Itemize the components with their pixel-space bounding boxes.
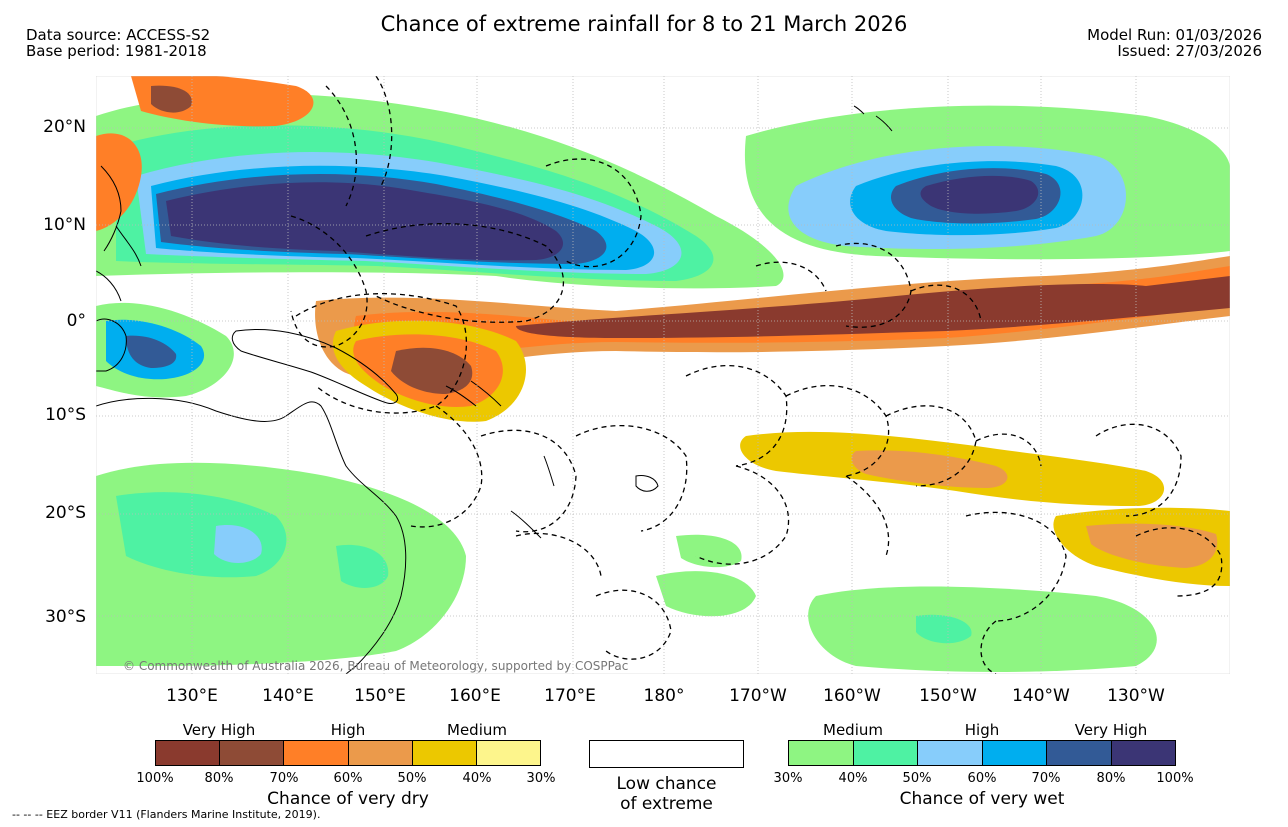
model-run-text: Model Run: 01/03/2026 — [1087, 26, 1262, 44]
dry-tick: 100% — [136, 771, 174, 786]
lon-label-150e: 150°E — [354, 686, 406, 706]
lon-label-140w: 140°W — [1012, 686, 1070, 706]
lon-label-170w: 170°W — [729, 686, 787, 706]
dry-tick: 80% — [204, 771, 234, 786]
lat-label-0: 0° — [66, 311, 86, 331]
dry-tick: 70% — [269, 771, 299, 786]
south-scattered-wet — [656, 534, 1157, 672]
north-pacific-wet-band — [96, 93, 784, 289]
low-chance-swatch — [589, 740, 744, 768]
lon-label-140e: 140°E — [262, 686, 314, 706]
northeast-pacific-wet — [744, 105, 1230, 260]
dry-tier-medium: Medium — [447, 721, 507, 739]
wet-tier-very-high: Very High — [1074, 721, 1148, 739]
graticule — [96, 76, 1230, 674]
lon-label-130w: 130°W — [1107, 686, 1165, 706]
eez-footnote: -- -- -- EEZ border V11 (Flanders Marine… — [12, 808, 321, 821]
wet-tick: 50% — [902, 771, 932, 786]
wet-tick: 70% — [1031, 771, 1061, 786]
lon-label-150w: 150°W — [919, 686, 977, 706]
lat-label-30s: 30°S — [45, 607, 86, 627]
wet-tick: 60% — [967, 771, 997, 786]
new-caledonia-outline — [510, 510, 542, 539]
dry-swatch-3 — [284, 741, 349, 765]
wet-colorbar — [788, 740, 1176, 766]
wet-swatch-4 — [982, 741, 1047, 765]
maritime-continent-wet — [96, 76, 314, 398]
copyright-text: © Commonwealth of Australia 2026, Bureau… — [123, 659, 629, 673]
dry-tier-very-high: Very High — [182, 721, 256, 739]
base-period-text: Base period: 1981-2018 — [26, 42, 207, 60]
dry-swatch-5 — [412, 741, 477, 765]
lat-label-20n: 20°N — [43, 117, 86, 137]
rainfall-map — [96, 76, 1230, 674]
new-guinea-dry — [332, 320, 526, 422]
lon-label-130e: 130°E — [166, 686, 218, 706]
dry-caption: Chance of very dry — [267, 789, 429, 809]
wet-swatch-6 — [1111, 741, 1175, 765]
wet-swatch-3 — [918, 741, 983, 765]
hawaii-outline — [853, 105, 893, 132]
data-source-text: Data source: ACCESS-S2 — [26, 26, 211, 44]
lat-label-20s: 20°S — [45, 503, 86, 523]
fiji-outline — [635, 475, 659, 492]
wet-swatch-5 — [1047, 741, 1112, 765]
south-pacific-dry — [740, 431, 1230, 586]
dry-swatch-2 — [220, 741, 285, 765]
run-info: Model Run: 01/03/2026 Issued: 27/03/2026 — [1087, 27, 1262, 59]
philippines-outline — [96, 165, 142, 302]
wet-tick: 80% — [1096, 771, 1126, 786]
dry-swatch-4 — [348, 741, 413, 765]
australia-outline — [96, 397, 407, 674]
lon-label-170e: 170°E — [544, 686, 596, 706]
dry-tick: 40% — [462, 771, 492, 786]
wet-swatch-2 — [853, 741, 918, 765]
wet-tick: 40% — [838, 771, 868, 786]
dry-tick: 50% — [397, 771, 427, 786]
australia-wet — [96, 462, 466, 666]
new-guinea-outline — [231, 329, 399, 404]
dry-tick: 60% — [333, 771, 363, 786]
land-outlines — [96, 105, 893, 674]
lon-label-160e: 160°E — [449, 686, 501, 706]
wet-tier-high: High — [964, 721, 1000, 739]
borneo-outline — [96, 318, 127, 372]
dry-swatch-1 — [156, 741, 221, 765]
low-chance-line1: Low chance — [616, 774, 717, 794]
lon-label-180: 180° — [643, 686, 685, 706]
dry-swatch-6 — [476, 741, 541, 765]
lat-label-10s: 10°S — [45, 405, 86, 425]
dry-colorbar — [155, 740, 541, 766]
wet-caption: Chance of very wet — [899, 789, 1065, 809]
wet-swatch-1 — [789, 741, 854, 765]
source-info: Data source: ACCESS-S2 Base period: 1981… — [26, 27, 210, 59]
low-chance-label: Low chance of extreme — [589, 774, 744, 814]
eez-borders — [290, 76, 1223, 674]
wet-tier-medium: Medium — [823, 721, 883, 739]
wet-tick: 30% — [773, 771, 803, 786]
dry-tick: 30% — [526, 771, 556, 786]
lon-label-160w: 160°W — [823, 686, 881, 706]
solomon-islands-outline — [445, 380, 502, 407]
lat-label-10n: 10°N — [43, 215, 86, 235]
issued-text: Issued: 27/03/2026 — [1117, 42, 1262, 60]
low-chance-line2: of extreme — [620, 794, 713, 814]
vanuatu-outline — [543, 455, 555, 487]
dry-tier-high: High — [330, 721, 366, 739]
wet-tick: 100% — [1156, 771, 1194, 786]
map-title: Chance of extreme rainfall for 8 to 21 M… — [380, 12, 908, 36]
